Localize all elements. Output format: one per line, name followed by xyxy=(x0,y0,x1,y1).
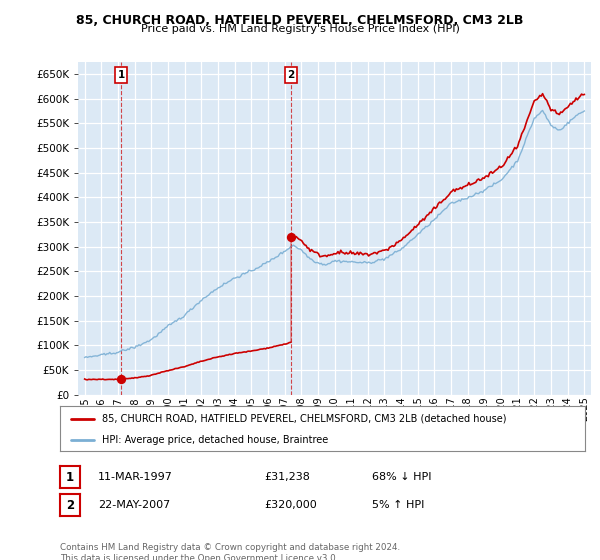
Point xyxy=(116,375,126,384)
Text: Price paid vs. HM Land Registry's House Price Index (HPI): Price paid vs. HM Land Registry's House … xyxy=(140,24,460,34)
Text: £31,238: £31,238 xyxy=(264,472,310,482)
Text: 68% ↓ HPI: 68% ↓ HPI xyxy=(372,472,431,482)
Text: 2: 2 xyxy=(66,498,74,512)
Text: 11-MAR-1997: 11-MAR-1997 xyxy=(98,472,173,482)
Text: 2: 2 xyxy=(287,70,295,80)
Text: 5% ↑ HPI: 5% ↑ HPI xyxy=(372,500,424,510)
Point xyxy=(286,232,296,241)
Text: Contains HM Land Registry data © Crown copyright and database right 2024.
This d: Contains HM Land Registry data © Crown c… xyxy=(60,543,400,560)
Text: HPI: Average price, detached house, Braintree: HPI: Average price, detached house, Brai… xyxy=(102,435,328,445)
Text: 85, CHURCH ROAD, HATFIELD PEVEREL, CHELMSFORD, CM3 2LB (detached house): 85, CHURCH ROAD, HATFIELD PEVEREL, CHELM… xyxy=(102,413,506,423)
Text: 1: 1 xyxy=(66,470,74,484)
Text: 22-MAY-2007: 22-MAY-2007 xyxy=(98,500,170,510)
Text: 1: 1 xyxy=(118,70,125,80)
Text: £320,000: £320,000 xyxy=(264,500,317,510)
Text: 85, CHURCH ROAD, HATFIELD PEVEREL, CHELMSFORD, CM3 2LB: 85, CHURCH ROAD, HATFIELD PEVEREL, CHELM… xyxy=(76,14,524,27)
